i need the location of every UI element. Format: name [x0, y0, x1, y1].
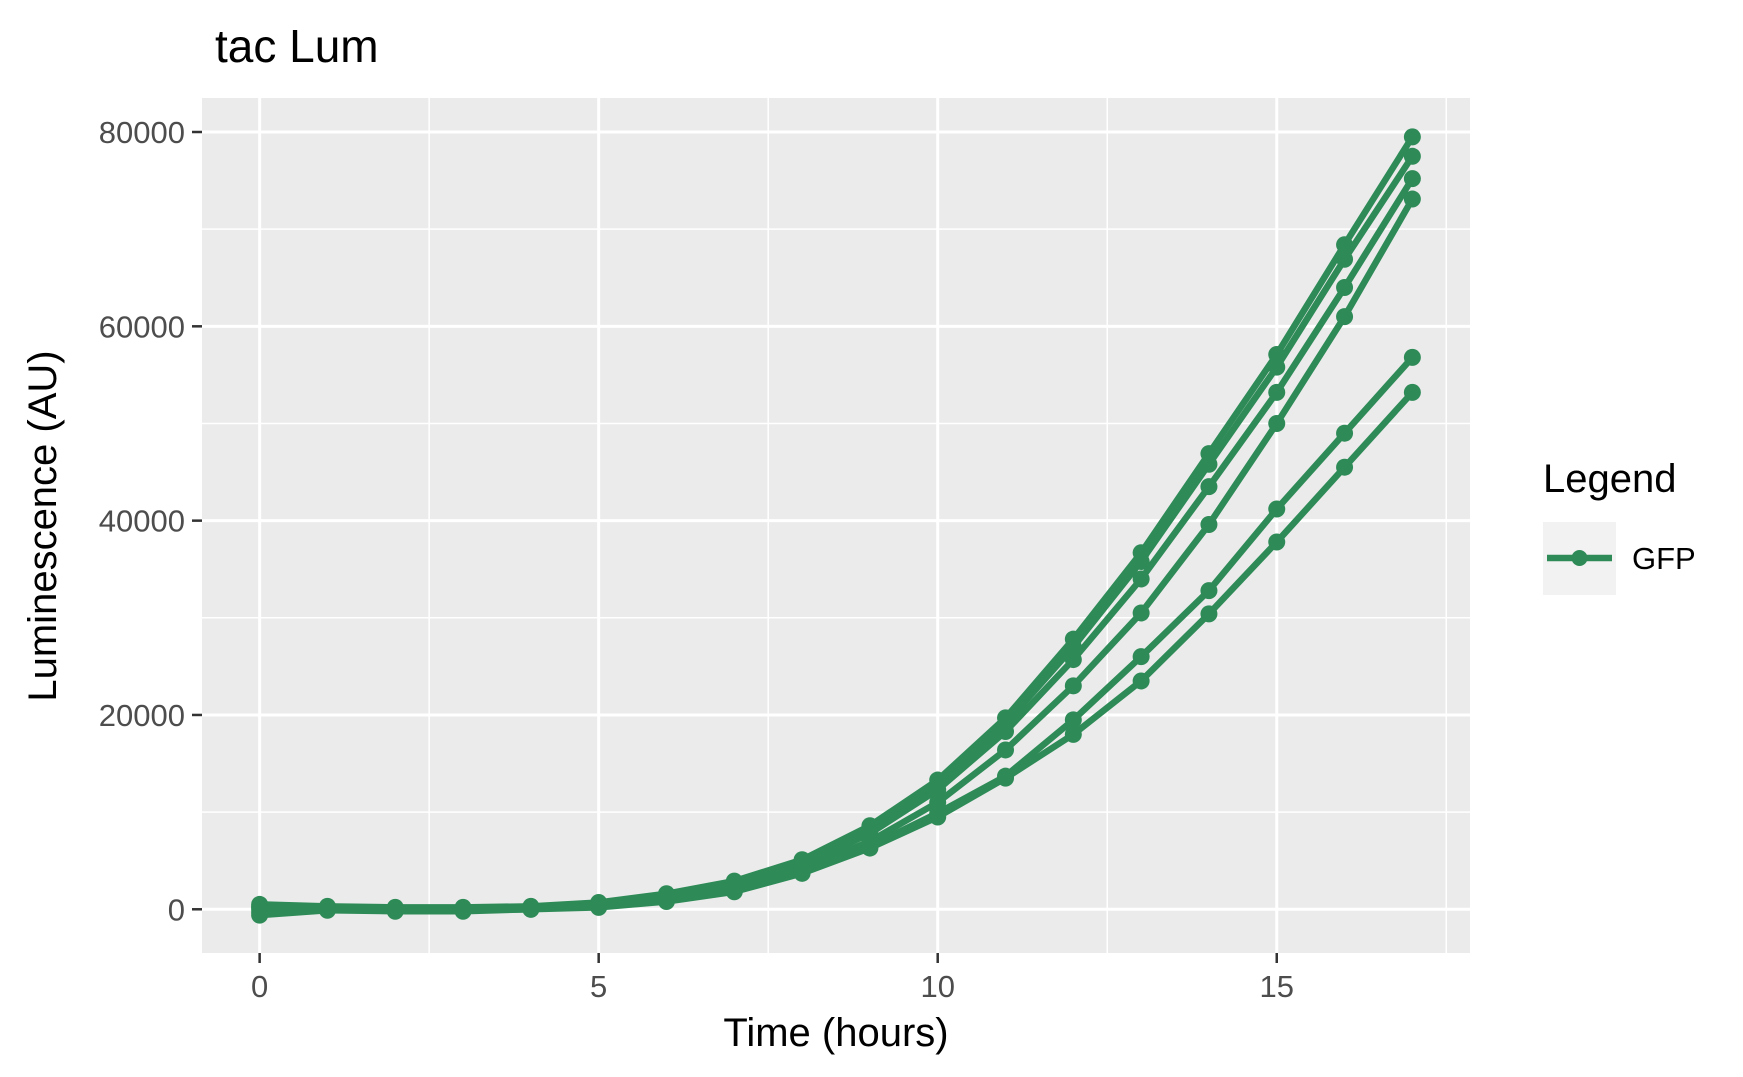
legend-title: Legend [1543, 457, 1676, 501]
data-point [861, 839, 879, 857]
legend-label-gfp: GFP [1632, 541, 1696, 576]
data-point [1336, 424, 1354, 442]
data-point [1403, 170, 1421, 188]
y-tick-label: 20000 [99, 698, 185, 733]
y-tick-label: 80000 [99, 115, 185, 150]
data-point [1064, 725, 1082, 743]
data-point [1403, 383, 1421, 401]
data-point [1268, 500, 1286, 518]
data-point [1268, 414, 1286, 432]
data-point [1132, 672, 1150, 690]
data-point [1336, 250, 1354, 268]
data-point [1336, 278, 1354, 296]
legend: Legend GFP [1543, 457, 1696, 595]
data-point [1200, 516, 1218, 534]
series-line [256, 389, 1416, 919]
data-point [1064, 677, 1082, 695]
data-point [1064, 711, 1082, 729]
data-point [1268, 383, 1286, 401]
data-point [1336, 458, 1354, 476]
x-tick-label: 15 [1260, 969, 1294, 1004]
data-point [1132, 604, 1150, 622]
x-tick-label: 5 [590, 969, 607, 1004]
data-point [1064, 651, 1082, 669]
plot-panel [202, 98, 1470, 953]
legend-key-point [1571, 550, 1588, 566]
series-layer [251, 128, 1421, 924]
y-axis: 0 20000 40000 60000 80000 [99, 115, 202, 927]
data-point [725, 883, 743, 901]
y-axis-title: Luminescence (AU) [21, 350, 65, 701]
data-point [657, 893, 675, 911]
chart-title: tac Lum [215, 20, 379, 72]
data-point [1200, 582, 1218, 600]
grid-minor [202, 98, 1470, 953]
data-point [386, 902, 404, 920]
data-point [793, 864, 811, 882]
y-tick-label: 40000 [99, 504, 185, 539]
data-point [1132, 648, 1150, 666]
x-tick-label: 0 [251, 969, 268, 1004]
data-point [1403, 190, 1421, 208]
y-tick-label: 60000 [99, 309, 185, 344]
y-tick-label: 0 [168, 892, 185, 927]
data-point [997, 769, 1015, 787]
data-point [1268, 533, 1286, 551]
data-point [1268, 358, 1286, 376]
data-point [1403, 128, 1421, 146]
data-point [1132, 552, 1150, 570]
data-point [1200, 455, 1218, 473]
x-axis-title: Time (hours) [723, 1011, 948, 1055]
data-point [454, 902, 472, 920]
data-point [1200, 605, 1218, 623]
data-point [318, 901, 336, 919]
data-point [997, 722, 1015, 740]
data-point [1403, 348, 1421, 366]
data-point [929, 781, 947, 799]
data-point [251, 906, 269, 924]
data-point [997, 741, 1015, 759]
x-axis: 0 5 10 15 [251, 953, 1294, 1004]
data-point [1132, 570, 1150, 588]
data-point [590, 898, 608, 916]
data-point [522, 900, 540, 918]
data-point [1403, 147, 1421, 165]
data-point [1336, 308, 1354, 326]
series-6 [251, 383, 1421, 924]
grid-major [202, 98, 1470, 953]
data-point [1200, 478, 1218, 496]
data-point [929, 808, 947, 826]
x-tick-label: 10 [920, 969, 954, 1004]
